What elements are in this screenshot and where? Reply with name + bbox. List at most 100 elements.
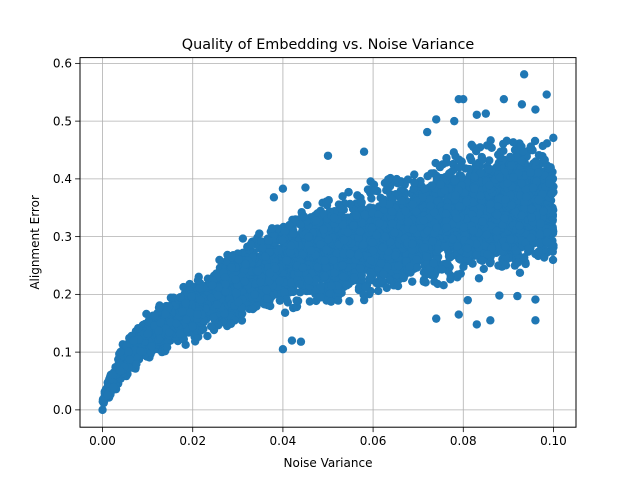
scatter-point — [465, 153, 475, 162]
scatter-point — [280, 308, 290, 317]
scatter-point — [280, 288, 289, 297]
scatter-point — [280, 227, 290, 236]
scatter-point — [487, 143, 496, 152]
scatter-point — [325, 289, 335, 298]
scatter-point — [226, 319, 236, 329]
scatter-point — [215, 255, 224, 265]
scatter-point — [467, 140, 476, 150]
scatter-point — [479, 264, 488, 274]
scatter-point — [420, 243, 429, 252]
scatter-point — [132, 359, 141, 369]
scatter-point — [355, 263, 365, 273]
scatter-point — [357, 271, 366, 280]
scatter-point — [343, 228, 353, 237]
scatter-point — [474, 274, 484, 283]
scatter-point — [542, 237, 552, 247]
scatter-point — [531, 157, 540, 166]
scatter-point — [156, 318, 165, 327]
scatter-point — [487, 244, 497, 253]
scatter-point — [492, 226, 501, 236]
scatter-point — [526, 233, 536, 243]
scatter-point — [468, 259, 477, 268]
scatter-point — [354, 233, 363, 243]
scatter-point — [324, 235, 333, 244]
scatter-point — [162, 343, 172, 352]
scatter-point — [374, 210, 383, 220]
scatter-point — [494, 261, 503, 270]
scatter-point — [368, 246, 378, 256]
scatter-point — [345, 297, 354, 306]
scatter-point — [376, 258, 386, 268]
scatter-point — [361, 282, 370, 292]
scatter-point — [303, 200, 312, 210]
scatter-point — [287, 286, 296, 296]
scatter-point — [305, 297, 315, 306]
scatter-point — [386, 237, 395, 247]
scatter-point — [286, 241, 296, 251]
scatter-point — [320, 272, 329, 281]
scatter-point — [255, 229, 264, 238]
scatter-point — [187, 292, 196, 301]
scatter-point — [392, 174, 401, 184]
scatter-point — [471, 161, 481, 170]
scatter-point — [378, 198, 387, 208]
scatter-point — [300, 212, 309, 221]
scatter-point — [194, 332, 203, 342]
scatter-point — [363, 185, 373, 194]
scatter-point — [452, 242, 462, 251]
scatter-point — [246, 240, 255, 249]
scatter-point — [549, 133, 558, 143]
scatter-point — [393, 281, 403, 291]
scatter-point — [332, 249, 341, 258]
scatter-point — [359, 240, 368, 250]
scatter-point — [510, 207, 520, 216]
scatter-points — [98, 70, 558, 415]
scatter-point — [150, 311, 159, 321]
scatter-point — [527, 204, 536, 214]
scatter-point — [515, 268, 525, 277]
scatter-point — [540, 155, 549, 165]
scatter-point — [382, 186, 391, 195]
scatter-point — [296, 220, 305, 229]
scatter-point — [451, 152, 460, 161]
scatter-point — [546, 163, 555, 172]
scatter-point — [186, 308, 195, 317]
scatter-point — [409, 184, 418, 193]
scatter-point — [416, 222, 425, 232]
scatter-point — [421, 278, 430, 287]
scatter-point — [501, 242, 510, 251]
scatter-point — [513, 258, 522, 267]
scatter-point — [457, 173, 466, 183]
scatter-point — [185, 279, 194, 289]
scatter-point — [410, 170, 419, 179]
scatter-point — [285, 247, 295, 257]
scatter-point — [289, 229, 298, 239]
scatter-point — [450, 176, 460, 185]
scatter-point — [535, 230, 545, 240]
scatter-point — [349, 273, 359, 282]
scatter-point — [282, 295, 291, 304]
scatter-point — [293, 296, 303, 306]
scatter-point — [478, 217, 487, 226]
scatter-point — [453, 270, 462, 279]
scatter-point — [517, 211, 527, 220]
scatter-point — [241, 260, 250, 269]
scatter-point — [429, 271, 439, 280]
scatter-point — [263, 294, 272, 303]
scatter-point — [214, 283, 223, 292]
scatter-point — [382, 283, 391, 293]
scatter-point — [528, 183, 538, 192]
scatter-point — [147, 342, 157, 351]
scatter-point — [399, 273, 408, 283]
scatter-point — [238, 234, 248, 243]
scatter-point — [454, 163, 464, 172]
scatter-point — [502, 136, 511, 146]
scatter-point — [535, 239, 545, 248]
scatter-point — [257, 237, 266, 246]
scatter-point — [237, 316, 247, 325]
scatter-point — [464, 164, 474, 174]
scatter-point — [322, 245, 331, 255]
scatter-point — [367, 238, 377, 247]
scatter-point — [231, 288, 241, 298]
